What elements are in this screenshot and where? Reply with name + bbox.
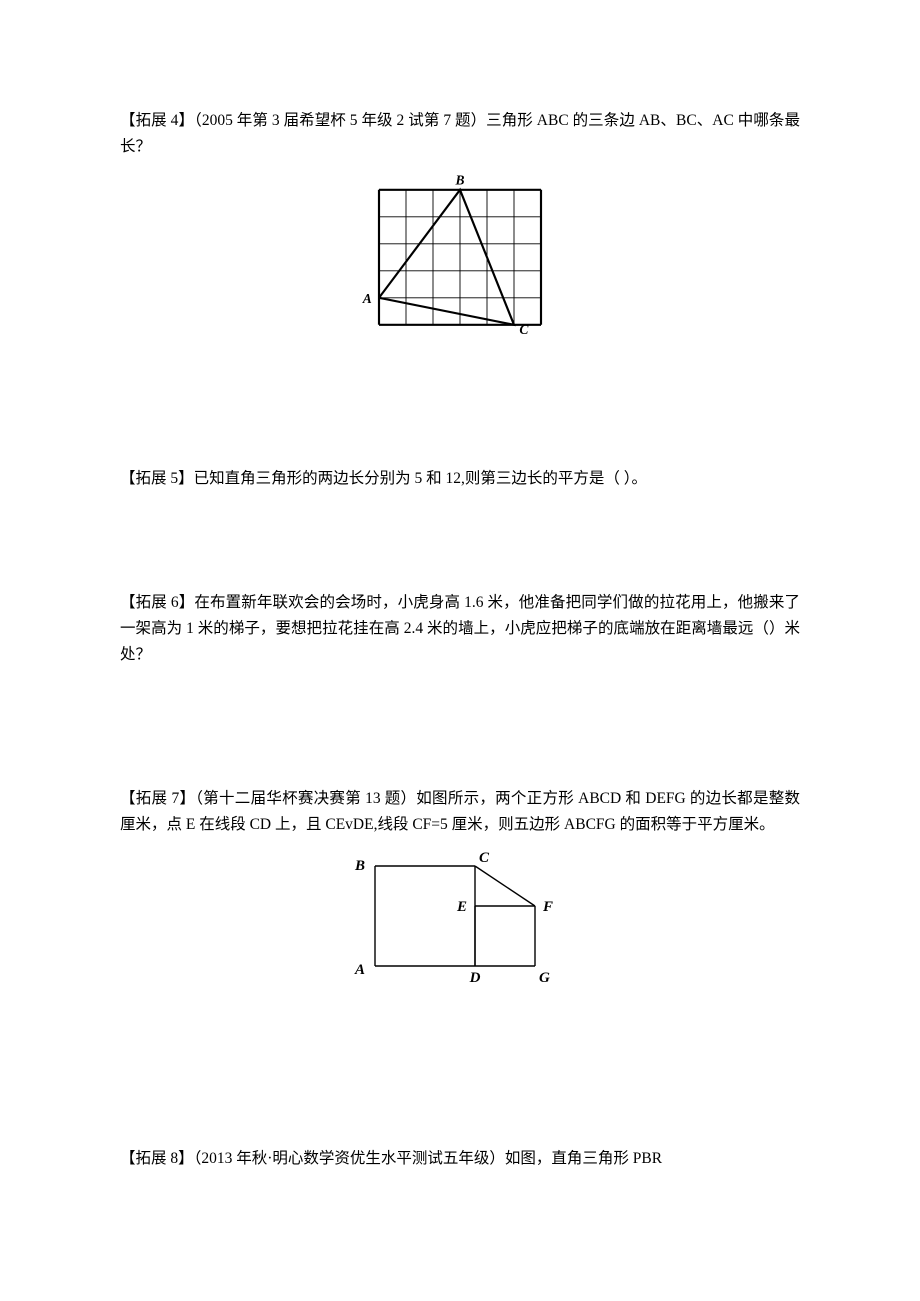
figure-7-group: A B C D E F G bbox=[354, 850, 553, 986]
svg-text:F: F bbox=[542, 899, 553, 915]
figure-4-triangle bbox=[379, 190, 514, 325]
svg-text:E: E bbox=[456, 899, 467, 915]
problem-7-figure-wrap: A B C D E F G bbox=[120, 848, 800, 1020]
problem-7-text: 【拓展 7】（第十二届华杯赛决赛第 13 题）如图所示，两个正方形 ABCD 和… bbox=[120, 786, 800, 838]
problem-4-figure: A B C bbox=[330, 170, 590, 350]
problem-8-text: 【拓展 8】（2013 年秋·明心数学资优生水平测试五年级）如图，直角三角形 P… bbox=[120, 1146, 800, 1172]
page: 【拓展 4】（2005 年第 3 届希望杯 5 年级 2 试第 7 题）三角形 … bbox=[0, 0, 920, 1301]
problem-7-figure: A B C D E F G bbox=[325, 848, 595, 1020]
problem-5-text: 【拓展 5】已知直角三角形的两边长分别为 5 和 12,则第三边长的平方是（ ）… bbox=[120, 466, 800, 492]
svg-text:B: B bbox=[354, 858, 365, 874]
figure-4-label-C: C bbox=[519, 322, 529, 337]
svg-text:C: C bbox=[479, 850, 490, 866]
figure-4-label-A: A bbox=[362, 291, 372, 306]
figure-4-grid bbox=[379, 190, 541, 325]
svg-text:D: D bbox=[469, 970, 481, 986]
problem-6-text: 【拓展 6】在布置新年联欢会的会场时，小虎身高 1.6 米，他准备把同学们做的拉… bbox=[120, 590, 800, 668]
svg-text:G: G bbox=[539, 970, 550, 986]
figure-4-label-B: B bbox=[454, 172, 464, 187]
problem-4-figure-wrap: A B C bbox=[120, 170, 800, 350]
problem-4-text: 【拓展 4】（2005 年第 3 届希望杯 5 年级 2 试第 7 题）三角形 … bbox=[120, 108, 800, 160]
svg-text:A: A bbox=[354, 962, 365, 978]
